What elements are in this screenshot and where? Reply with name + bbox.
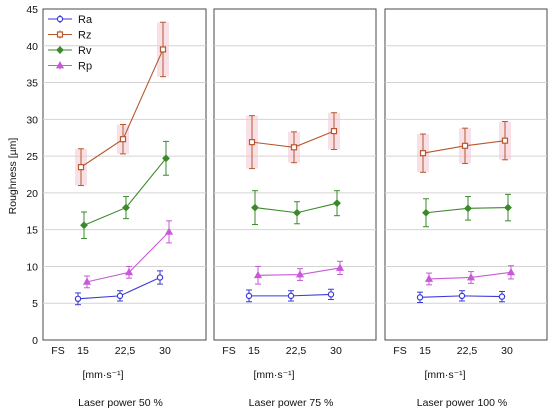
chart-panels: FS 15 22,5 30 [mm·s⁻¹] Laser power 50 % FS 15 22…	[42, 8, 548, 409]
data-point	[159, 46, 167, 53]
series-ra	[416, 290, 506, 303]
legend-label: Rz	[78, 30, 91, 42]
data-point	[287, 292, 295, 300]
series-ra	[74, 270, 164, 306]
data-point	[498, 293, 506, 300]
data-point	[162, 154, 170, 163]
data-point	[461, 142, 469, 149]
x-unit-label: [mm·s⁻¹]	[82, 369, 123, 381]
data-point	[253, 270, 263, 279]
x-tick-label: 30	[330, 345, 342, 357]
y-tick-label: 35	[26, 78, 38, 90]
chart-panel: FS 15 22,5 30 [mm·s⁻¹] Laser power 100 %	[384, 8, 548, 409]
panel-frame	[213, 8, 377, 341]
data-point	[251, 203, 259, 212]
data-point	[119, 136, 127, 143]
chart-panel: FS 15 22,5 30 [mm·s⁻¹] Laser power 75 %	[213, 8, 377, 409]
data-point	[416, 294, 424, 301]
data-point	[501, 137, 509, 144]
series-rv	[422, 193, 512, 228]
series-ra	[245, 288, 335, 303]
data-point	[506, 267, 516, 276]
data-point	[77, 164, 85, 171]
data-point	[419, 150, 427, 157]
x-tick-label: 22,5	[457, 345, 478, 357]
data-point	[422, 208, 430, 217]
data-point	[424, 274, 434, 282]
x-tick-label: FS	[222, 345, 235, 357]
x-tick-label: 30	[501, 345, 513, 357]
x-tick-label: 15	[77, 345, 89, 357]
y-tick-label: 15	[26, 225, 38, 237]
y-tick-label: 30	[26, 114, 38, 126]
legend: Ra Rz Rv Rp	[48, 14, 93, 73]
data-point	[464, 204, 472, 213]
y-axis-title: Roughness [µm]	[7, 138, 19, 215]
data-point	[164, 227, 174, 235]
legend-label: Rp	[78, 61, 92, 73]
panel-title: Laser power 50 %	[78, 397, 163, 409]
data-point	[290, 144, 298, 151]
series-rz	[75, 21, 169, 187]
data-point	[245, 292, 253, 300]
y-tick-label: 10	[26, 261, 38, 273]
data-point	[248, 139, 256, 146]
x-tick-label: FS	[51, 345, 64, 357]
series-rv	[80, 140, 170, 239]
data-point	[74, 295, 82, 303]
x-tick-label: 15	[419, 345, 431, 357]
legend-marker	[56, 31, 64, 38]
legend-item-rv: Rv	[48, 45, 92, 57]
legend-item-ra: Ra	[48, 14, 93, 26]
x-unit-label: [mm·s⁻¹]	[253, 369, 294, 381]
data-point	[333, 199, 341, 208]
data-point	[458, 292, 466, 300]
series-rz	[417, 121, 511, 173]
x-tick-label: 22,5	[115, 345, 136, 357]
data-point	[504, 203, 512, 212]
y-tick-label: 20	[26, 188, 38, 200]
legend-marker	[55, 61, 65, 69]
panel-title: Laser power 75 %	[249, 397, 334, 409]
x-tick-label: FS	[393, 345, 406, 357]
series-rv	[251, 190, 341, 226]
data-point	[295, 270, 305, 278]
series-rp	[82, 220, 174, 289]
data-point	[82, 277, 92, 285]
legend-label: Ra	[78, 14, 93, 26]
x-tick-label: 30	[159, 345, 171, 357]
x-unit-label: [mm·s⁻¹]	[424, 369, 465, 381]
y-tick-label: 25	[26, 151, 38, 163]
data-point	[335, 263, 345, 271]
data-point	[116, 292, 124, 300]
data-point	[466, 273, 476, 281]
y-axis-ticks: 0 5 10 15 20 25 30 35 40 45	[26, 4, 38, 347]
data-point	[124, 267, 134, 276]
data-point	[122, 203, 130, 212]
panel-frame	[42, 8, 207, 341]
legend-marker	[56, 15, 64, 23]
legend-label: Rv	[78, 45, 92, 57]
data-point	[327, 291, 335, 298]
y-tick-label: 0	[32, 335, 38, 347]
panel-title: Laser power 100 %	[417, 397, 507, 409]
legend-item-rp: Rp	[48, 61, 92, 73]
chart-panel: FS 15 22,5 30 [mm·s⁻¹] Laser power 50 %	[42, 8, 207, 409]
series-rz	[246, 112, 340, 170]
data-point	[293, 208, 301, 217]
series-rp	[424, 265, 516, 286]
legend-item-rz: Rz	[48, 30, 91, 42]
series-rp	[253, 260, 345, 285]
legend-marker	[56, 46, 64, 54]
y-tick-label: 45	[26, 4, 38, 16]
x-tick-label: 22,5	[286, 345, 307, 357]
y-tick-label: 5	[32, 298, 38, 310]
x-tick-label: 15	[248, 345, 260, 357]
data-point	[330, 128, 338, 135]
panel-frame	[384, 8, 548, 341]
data-point	[80, 221, 88, 230]
data-point	[156, 274, 164, 281]
y-tick-label: 40	[26, 41, 38, 53]
